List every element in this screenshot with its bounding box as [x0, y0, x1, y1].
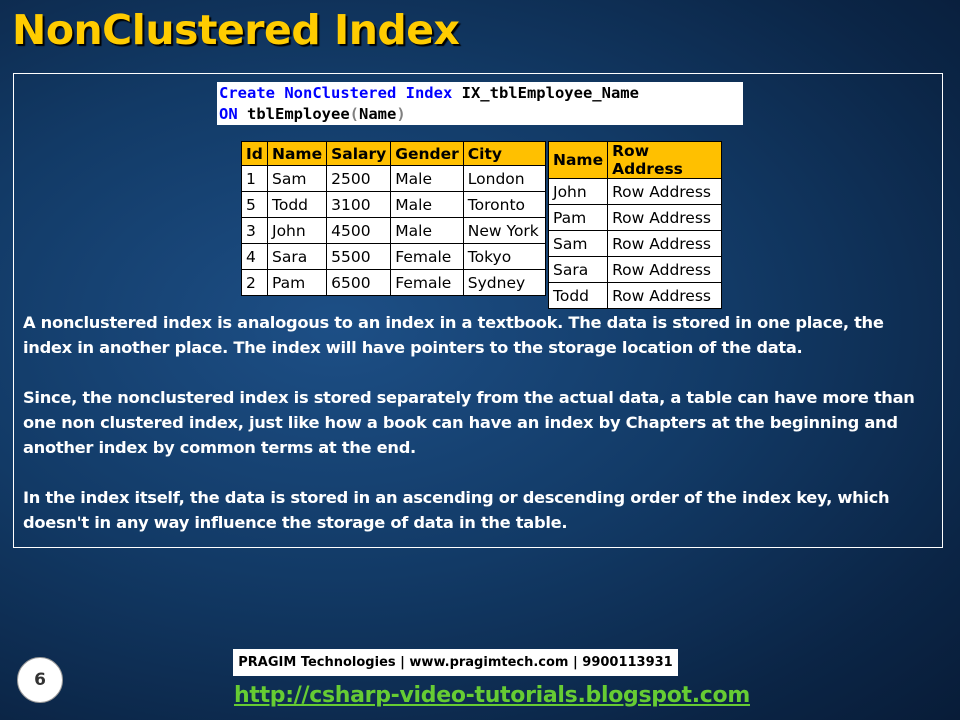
sql-index-name: IX_tblEmployee_Name — [461, 84, 639, 102]
paragraph-ordering: In the index itself, the data is stored … — [23, 488, 890, 532]
cell-salary: 5500 — [326, 243, 392, 270]
table-row: John Row Address — [547, 178, 723, 205]
cell-row-address: Row Address — [607, 204, 723, 231]
cell-id: 3 — [241, 217, 268, 244]
cell-name: John — [266, 217, 328, 244]
sql-close-paren: ) — [396, 105, 406, 123]
sql-table-name: tblEmployee — [247, 105, 350, 123]
table-row: Todd Row Address — [547, 282, 723, 309]
cell-gender: Female — [390, 243, 464, 270]
cell-salary: 3100 — [326, 191, 392, 218]
cell-id: 1 — [241, 165, 268, 192]
sql-code-block: Create NonClustered Index IX_tblEmployee… — [217, 82, 743, 125]
column-header-city: City — [462, 141, 546, 166]
cell-name: Todd — [547, 282, 609, 309]
table-row: Sara Row Address — [547, 256, 723, 283]
cell-id: 2 — [241, 269, 268, 296]
cell-row-address: Row Address — [607, 256, 723, 283]
paragraph-analogy: A nonclustered index is analogous to an … — [23, 313, 884, 357]
column-header-name: Name — [266, 141, 328, 166]
cell-row-address: Row Address — [607, 230, 723, 257]
content-box — [13, 73, 943, 548]
table-row: 1 Sam 2500 Male London — [241, 165, 546, 192]
column-header-id: Id — [241, 141, 268, 166]
cell-row-address: Row Address — [607, 178, 723, 205]
cell-id: 4 — [241, 243, 268, 270]
cell-gender: Female — [390, 269, 464, 296]
cell-city: Toronto — [462, 191, 546, 218]
table-row: Pam Row Address — [547, 204, 723, 231]
cell-city: Tokyo — [462, 243, 546, 270]
sql-open-paren: ( — [349, 105, 360, 123]
paragraph-multiple-indexes: Since, the nonclustered index is stored … — [23, 388, 915, 457]
cell-id: 5 — [241, 191, 268, 218]
cell-gender: Male — [390, 217, 464, 244]
blog-link[interactable]: http://csharp-video-tutorials.blogspot.c… — [234, 683, 750, 708]
cell-name: Pam — [266, 269, 328, 296]
cell-gender: Male — [390, 165, 464, 192]
page-number-badge: 6 — [17, 657, 63, 703]
table-header-row: Name Row Address — [547, 141, 723, 179]
cell-name: John — [547, 178, 609, 205]
cell-name: Sara — [547, 256, 609, 283]
sql-keyword-create: Create NonClustered Index — [219, 84, 453, 102]
column-header-row-address: Row Address — [607, 141, 723, 179]
cell-salary: 2500 — [326, 165, 392, 192]
column-header-salary: Salary — [326, 141, 392, 166]
table-row: 3 John 4500 Male New York — [241, 217, 546, 244]
table-header-row: Id Name Salary Gender City — [241, 141, 546, 166]
explanation-text: A nonclustered index is analogous to an … — [23, 310, 935, 560]
cell-name: Pam — [547, 204, 609, 231]
sql-keyword-on: ON — [219, 105, 238, 123]
cell-salary: 4500 — [326, 217, 392, 244]
table-row: 5 Todd 3100 Male Toronto — [241, 191, 546, 218]
column-header-gender: Gender — [390, 141, 464, 166]
sql-column-name: Name — [359, 105, 397, 123]
cell-name: Todd — [266, 191, 328, 218]
cell-name: Sam — [547, 230, 609, 257]
cell-salary: 6500 — [326, 269, 392, 296]
cell-city: New York — [462, 217, 546, 244]
employee-table: Id Name Salary Gender City 1 Sam 2500 Ma… — [241, 141, 546, 296]
footer-company-banner: PRAGIM Technologies | www.pragimtech.com… — [233, 649, 678, 676]
cell-name: Sam — [266, 165, 328, 192]
table-row: 4 Sara 5500 Female Tokyo — [241, 243, 546, 270]
cell-city: London — [462, 165, 546, 192]
table-row: 2 Pam 6500 Female Sydney — [241, 269, 546, 296]
column-header-name: Name — [547, 141, 609, 179]
cell-city: Sydney — [462, 269, 546, 296]
cell-name: Sara — [266, 243, 328, 270]
slide-title: NonClustered Index — [12, 6, 460, 54]
index-table: Name Row Address John Row Address Pam Ro… — [547, 141, 723, 309]
cell-row-address: Row Address — [607, 282, 723, 309]
cell-gender: Male — [390, 191, 464, 218]
table-row: Sam Row Address — [547, 230, 723, 257]
